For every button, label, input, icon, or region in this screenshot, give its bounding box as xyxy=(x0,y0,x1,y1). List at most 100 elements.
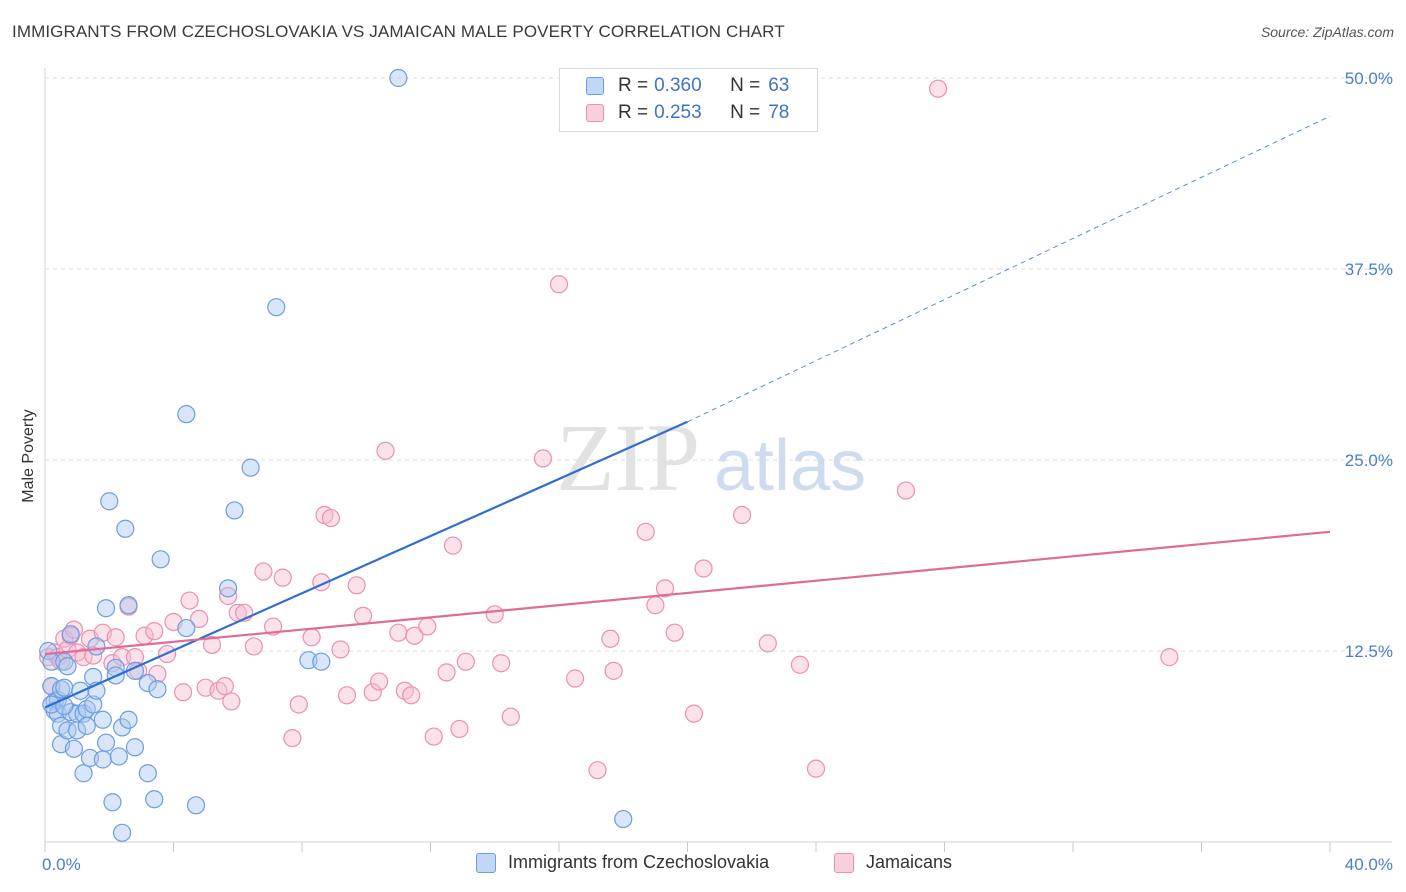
data-point xyxy=(501,707,520,726)
data-point xyxy=(665,623,684,642)
data-point xyxy=(376,441,395,460)
data-point xyxy=(96,733,116,752)
pink-swatch-icon xyxy=(834,852,854,873)
y-tick-label: 37.5% xyxy=(1345,260,1393,279)
trend-extension-czechoslovakia xyxy=(687,115,1331,423)
n-value: 78 xyxy=(768,102,790,123)
data-point xyxy=(456,652,475,671)
trend-line-czechoslovakia xyxy=(44,420,688,709)
legend-row-czechoslovakia: R = 0.360 N = 63 xyxy=(586,73,789,99)
data-point xyxy=(87,637,106,656)
data-point xyxy=(485,605,504,624)
n-label: N = xyxy=(730,75,761,96)
blue-swatch-icon xyxy=(586,77,604,95)
data-point xyxy=(116,519,135,538)
y-axis-label: Male Poverty xyxy=(20,409,37,502)
data-point xyxy=(244,637,263,656)
data-point xyxy=(896,481,916,500)
data-point xyxy=(437,663,456,682)
data-point xyxy=(148,680,167,699)
source-label: Source: ZipAtlas.com xyxy=(1260,24,1394,40)
data-point xyxy=(145,622,164,641)
data-point xyxy=(443,536,463,555)
data-point xyxy=(588,761,607,780)
data-point xyxy=(106,628,125,647)
data-point xyxy=(119,596,138,615)
data-point xyxy=(424,727,443,746)
chart-title: IMMIGRANTS FROM CZECHOSLOVAKIA VS JAMAIC… xyxy=(12,22,785,41)
data-point xyxy=(331,640,350,659)
x-tick-label: 40.0% xyxy=(1345,855,1393,874)
data-point xyxy=(177,405,196,424)
data-point xyxy=(219,579,238,598)
data-point xyxy=(1160,648,1179,667)
data-point xyxy=(405,626,424,645)
x-tick-label: 0.0% xyxy=(42,855,81,874)
data-point xyxy=(363,683,382,702)
data-point xyxy=(112,823,132,842)
data-point xyxy=(370,672,389,691)
legend-item-jamaicans: Jamaicans xyxy=(834,852,952,873)
data-point xyxy=(225,501,244,520)
data-point xyxy=(389,68,408,88)
data-point xyxy=(263,617,283,636)
data-point xyxy=(138,673,157,693)
data-point xyxy=(601,629,620,648)
data-point xyxy=(119,710,138,729)
tick-labels: 12.5% 25.0% 37.5% 50.0% 0.0% 40.0% xyxy=(42,69,1393,874)
data-point xyxy=(347,576,366,595)
data-point xyxy=(289,695,308,714)
data-point xyxy=(790,655,810,674)
data-point xyxy=(267,298,286,317)
data-point xyxy=(241,458,260,477)
data-point xyxy=(273,568,292,587)
legend-item-czechoslovakia: Immigrants from Czechoslovakia xyxy=(476,852,769,873)
data-point xyxy=(177,618,196,638)
series-jamaicans xyxy=(39,79,1179,780)
blue-swatch-icon xyxy=(476,852,496,873)
r-value: 0.253 xyxy=(654,102,702,123)
data-point xyxy=(806,759,826,778)
data-point xyxy=(186,796,206,815)
r-label: R = xyxy=(618,102,649,123)
data-point xyxy=(77,716,96,735)
data-point xyxy=(151,550,170,569)
data-point xyxy=(353,606,373,625)
y-tick-label: 50.0% xyxy=(1345,69,1393,88)
r-value: 0.360 xyxy=(654,75,702,96)
data-point xyxy=(202,635,222,654)
data-point xyxy=(112,718,132,737)
data-point xyxy=(138,764,157,783)
data-point xyxy=(655,579,675,598)
trend-line-jamaicans xyxy=(44,530,1331,656)
data-point xyxy=(312,652,331,671)
data-point xyxy=(112,648,132,667)
data-point xyxy=(219,586,238,606)
data-point xyxy=(283,728,302,748)
data-point xyxy=(758,634,777,653)
data-point xyxy=(93,710,112,729)
data-point xyxy=(58,721,77,740)
legend-row-jamaicans: R = 0.253 N = 78 xyxy=(586,100,789,126)
data-point xyxy=(492,654,511,673)
data-point xyxy=(174,683,193,702)
data-point xyxy=(636,522,655,541)
data-point xyxy=(180,591,199,610)
watermark: ZIP atlas xyxy=(556,404,866,511)
series-czechoslovakia xyxy=(39,68,633,842)
data-point xyxy=(604,661,623,680)
data-point xyxy=(100,492,119,511)
data-point xyxy=(68,721,87,740)
data-point xyxy=(302,628,321,647)
data-point xyxy=(450,719,469,739)
y-tick-label: 12.5% xyxy=(1345,642,1393,661)
data-point xyxy=(125,648,145,667)
data-point xyxy=(549,275,569,294)
data-point xyxy=(614,809,633,829)
data-point xyxy=(646,596,665,615)
y-tick-label: 25.0% xyxy=(1345,451,1393,470)
data-point xyxy=(109,747,128,766)
legend-label: Jamaicans xyxy=(866,852,953,872)
data-point xyxy=(694,559,713,578)
trend-lines xyxy=(44,115,1331,709)
